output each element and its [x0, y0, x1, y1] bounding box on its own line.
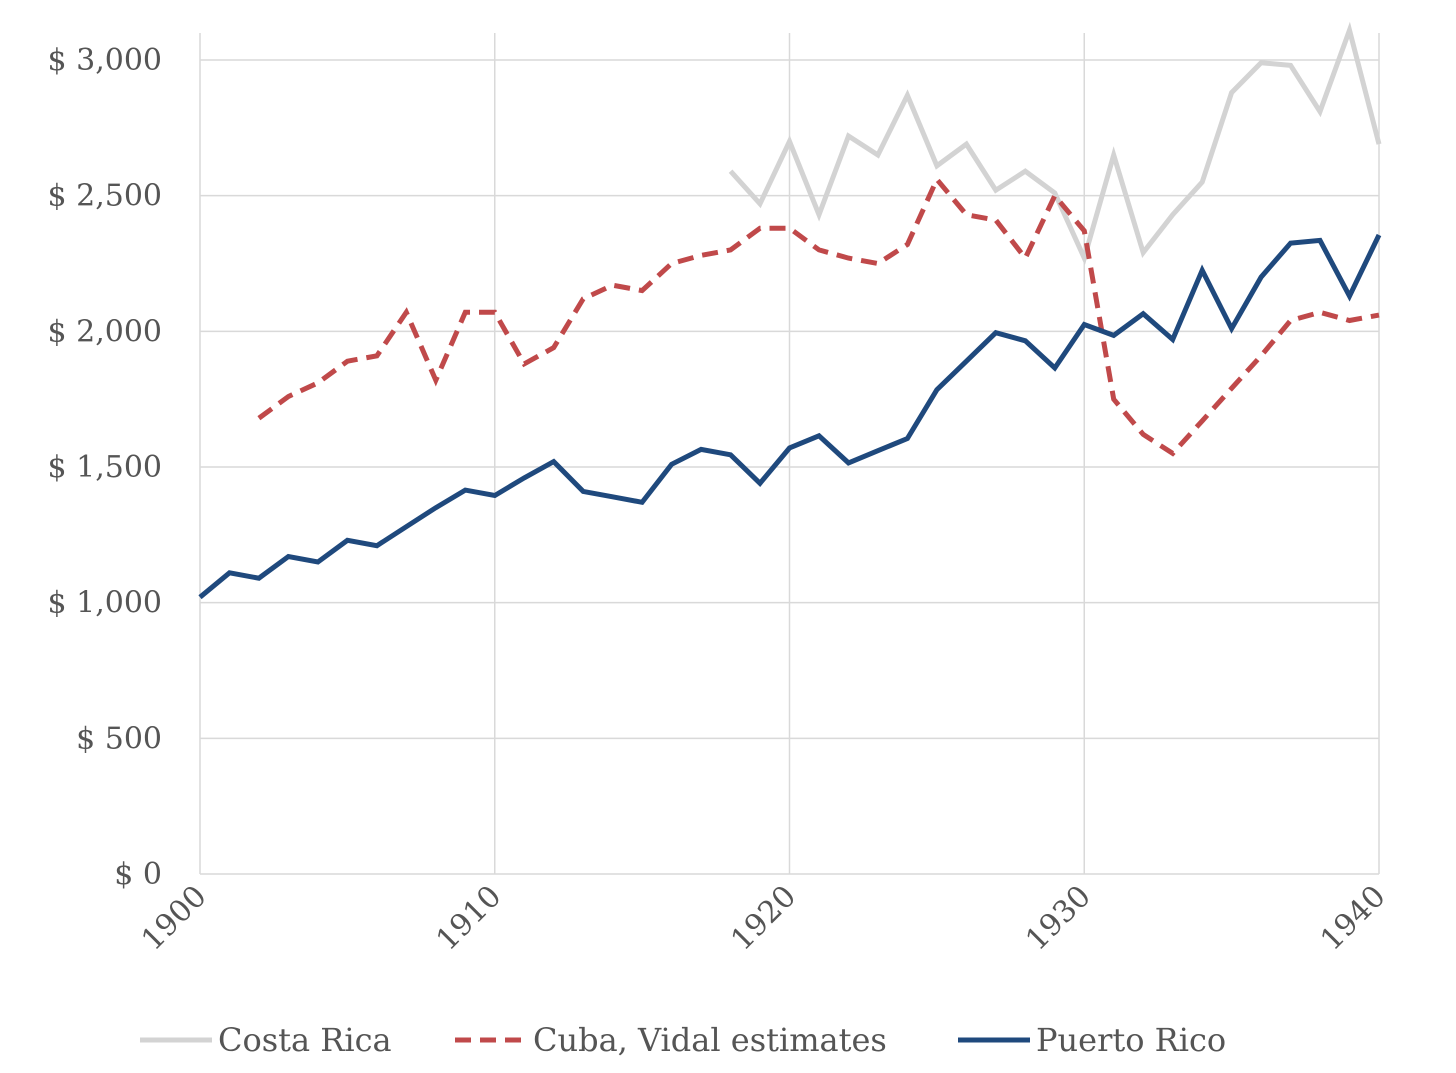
legend: Costa Rica Cuba, Vidal estimates Puerto Ri…	[140, 1021, 1226, 1059]
series-layer	[198, 21, 1382, 600]
x-tick-label: 1920	[724, 879, 803, 958]
legend-label: Puerto Rico	[1036, 1021, 1226, 1059]
y-tick-label: $ 3,000	[47, 43, 162, 78]
series-line-costa-rica	[728, 21, 1382, 266]
y-tick-label: $ 2,000	[47, 314, 162, 349]
y-axis-ticks: $ 0 $ 500 $ 1,000 $ 1,500 $ 2,000 $ 2,500 $ 3,…	[47, 43, 162, 892]
y-tick-label: $ 0	[114, 857, 162, 892]
legend-label: Cuba, Vidal estimates	[533, 1021, 887, 1059]
series-line-puerto-rico	[198, 233, 1382, 600]
y-tick-label: $ 2,500	[47, 179, 162, 214]
y-tick-label: $ 1,500	[47, 450, 162, 485]
y-tick-label: $ 500	[76, 721, 162, 756]
legend-label: Costa Rica	[218, 1021, 392, 1059]
x-tick-label: 1910	[430, 879, 509, 958]
x-tick-label: 1940	[1314, 879, 1393, 958]
x-axis-ticks: 1900 1910 1920 1930 1940	[135, 879, 1393, 958]
axes	[199, 33, 1379, 875]
series-line-cuba-vidal-estimates	[257, 174, 1380, 457]
x-tick-label: 1930	[1019, 879, 1098, 958]
grid	[200, 33, 1380, 874]
y-tick-label: $ 1,000	[47, 586, 162, 621]
